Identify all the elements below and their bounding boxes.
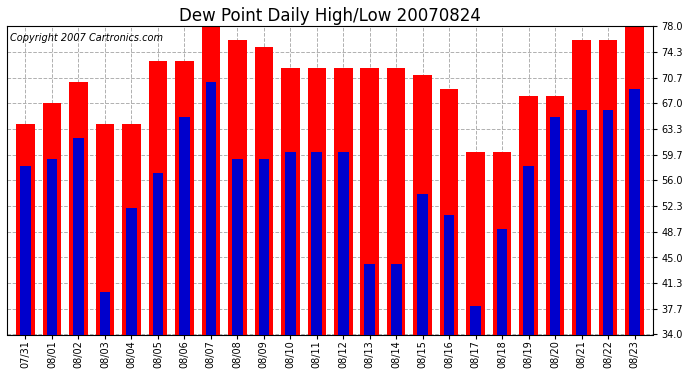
Bar: [576, 111, 587, 375]
Bar: [497, 230, 507, 375]
Bar: [471, 306, 481, 375]
Bar: [308, 69, 326, 375]
Bar: [520, 96, 538, 375]
Bar: [523, 166, 534, 375]
Bar: [99, 292, 110, 375]
Bar: [546, 96, 564, 375]
Bar: [179, 117, 190, 375]
Bar: [126, 209, 137, 375]
Bar: [96, 124, 115, 375]
Bar: [417, 195, 428, 375]
Bar: [152, 174, 164, 375]
Bar: [466, 153, 485, 375]
Bar: [16, 124, 34, 375]
Bar: [201, 20, 220, 375]
Bar: [360, 69, 379, 375]
Bar: [73, 138, 83, 375]
Title: Dew Point Daily High/Low 20070824: Dew Point Daily High/Low 20070824: [179, 7, 481, 25]
Bar: [228, 40, 246, 375]
Bar: [391, 264, 402, 375]
Bar: [47, 159, 57, 375]
Bar: [122, 124, 141, 375]
Bar: [334, 69, 353, 375]
Bar: [625, 27, 644, 375]
Bar: [255, 48, 273, 375]
Bar: [43, 104, 61, 375]
Bar: [444, 216, 455, 375]
Bar: [550, 117, 560, 375]
Bar: [629, 90, 640, 375]
Bar: [285, 153, 295, 375]
Bar: [572, 40, 591, 375]
Bar: [364, 264, 375, 375]
Bar: [338, 153, 348, 375]
Bar: [148, 62, 167, 375]
Bar: [175, 62, 194, 375]
Text: Copyright 2007 Cartronics.com: Copyright 2007 Cartronics.com: [10, 33, 163, 43]
Bar: [206, 82, 216, 375]
Bar: [259, 159, 269, 375]
Bar: [281, 69, 299, 375]
Bar: [232, 159, 243, 375]
Bar: [69, 82, 88, 375]
Bar: [493, 153, 511, 375]
Bar: [603, 111, 613, 375]
Bar: [387, 69, 406, 375]
Bar: [413, 75, 432, 375]
Bar: [440, 90, 458, 375]
Bar: [311, 153, 322, 375]
Bar: [599, 40, 618, 375]
Bar: [20, 166, 31, 375]
